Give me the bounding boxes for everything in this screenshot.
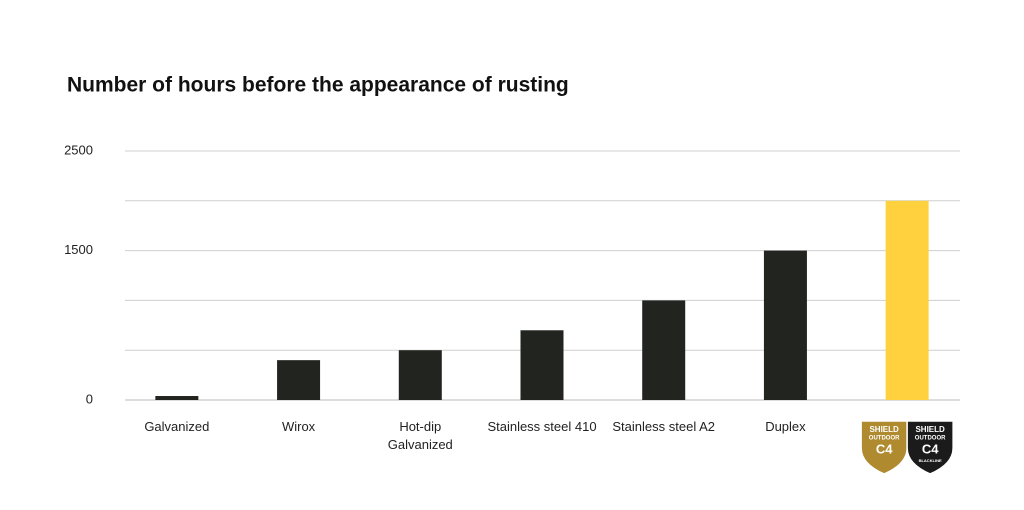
x-tick-label: Stainless steel 410 [487,419,597,434]
bar [398,350,442,400]
x-tick-label: Duplex [765,419,806,434]
badge-text: SHIELD [915,425,945,434]
bar [155,396,199,400]
badge-text: OUTDOOR [915,436,946,442]
x-tick-label: Hot-dip Galvanized [387,419,453,452]
bar [277,360,321,400]
bar [642,300,686,400]
bar [520,330,564,400]
x-tick-label: Stainless steel A2 [612,419,716,434]
bar [763,250,807,400]
y-tick-label: 2500 [64,142,93,157]
badge-text: SHIELD [869,425,899,434]
chart-title: Number of hours before the appearance of… [67,74,569,97]
badge-shield [906,420,954,475]
badge-text: C4 [876,441,893,456]
y-tick-label: 0 [86,391,93,406]
bar [885,200,929,400]
y-tick-label: 1500 [64,242,93,257]
x-tick-label: Galvanized [144,419,210,434]
badge-text: OUTDOOR [869,436,900,442]
badge-text: BLACKLINE [919,458,942,463]
badge-text: C4 [922,441,939,456]
x-tick-label: Wirox [281,419,316,434]
